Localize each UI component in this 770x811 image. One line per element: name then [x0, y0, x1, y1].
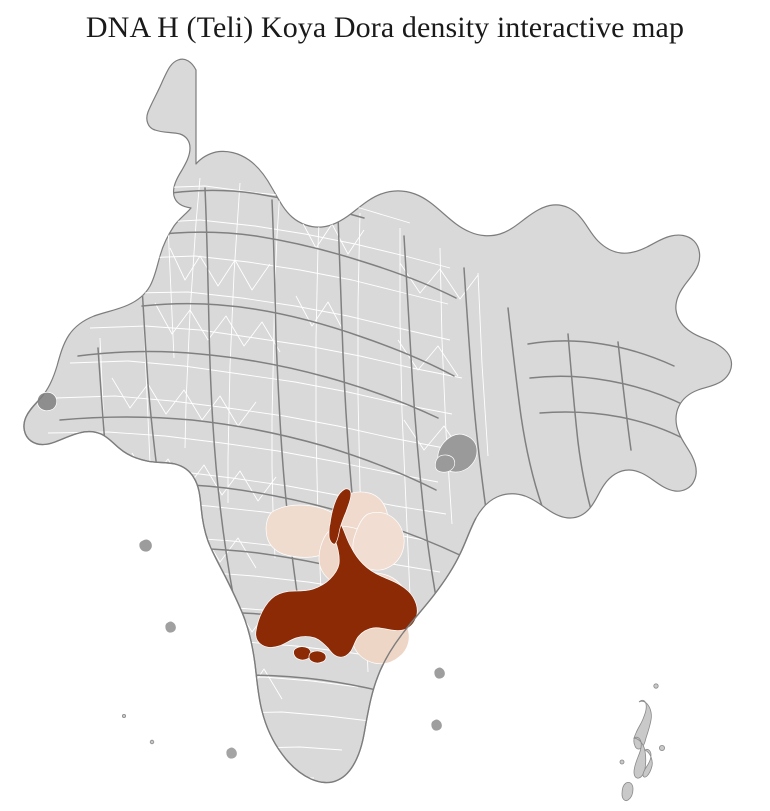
sundarbans-delta — [434, 433, 478, 473]
state-boundaries — [59, 187, 691, 703]
district-core-fragment-b[interactable] — [308, 650, 327, 664]
kutch-tip-patch — [36, 391, 58, 412]
island-north-andaman — [633, 699, 652, 750]
andaman-nicobar-islands — [122, 683, 666, 802]
district-core-spur[interactable] — [328, 488, 352, 545]
district-core-high[interactable] — [255, 518, 418, 658]
district-north-low-c[interactable] — [352, 511, 405, 571]
map-container[interactable] — [0, 48, 770, 811]
island-dot-1 — [653, 683, 659, 689]
island-little-andaman — [621, 781, 634, 802]
island-south-andaman — [642, 748, 653, 778]
delta-patch-2 — [434, 454, 456, 473]
coastline-layer — [23, 393, 477, 784]
goa-patch — [164, 620, 177, 634]
choropleth-highlight-layer[interactable] — [255, 488, 418, 665]
mumbai-patch — [138, 538, 153, 553]
island-dot-2 — [659, 745, 666, 752]
coastal-patches — [36, 391, 446, 760]
island-dot-lakshadweep-1 — [149, 739, 155, 745]
district-core-fragment-a[interactable] — [293, 646, 312, 661]
island-dot-3 — [619, 759, 625, 765]
india-choropleth-map[interactable] — [0, 48, 770, 811]
island-middle-andaman — [632, 736, 647, 779]
india-landmass — [23, 58, 733, 784]
kerala-coast-patch — [225, 746, 238, 760]
island-dot-lakshadweep-2 — [122, 714, 127, 719]
pondicherry-patch — [430, 718, 443, 732]
base-landmass — [23, 58, 733, 784]
page-title: DNA H (Teli) Koya Dora density interacti… — [85, 11, 685, 44]
pondicherry-patch-2 — [433, 666, 446, 680]
